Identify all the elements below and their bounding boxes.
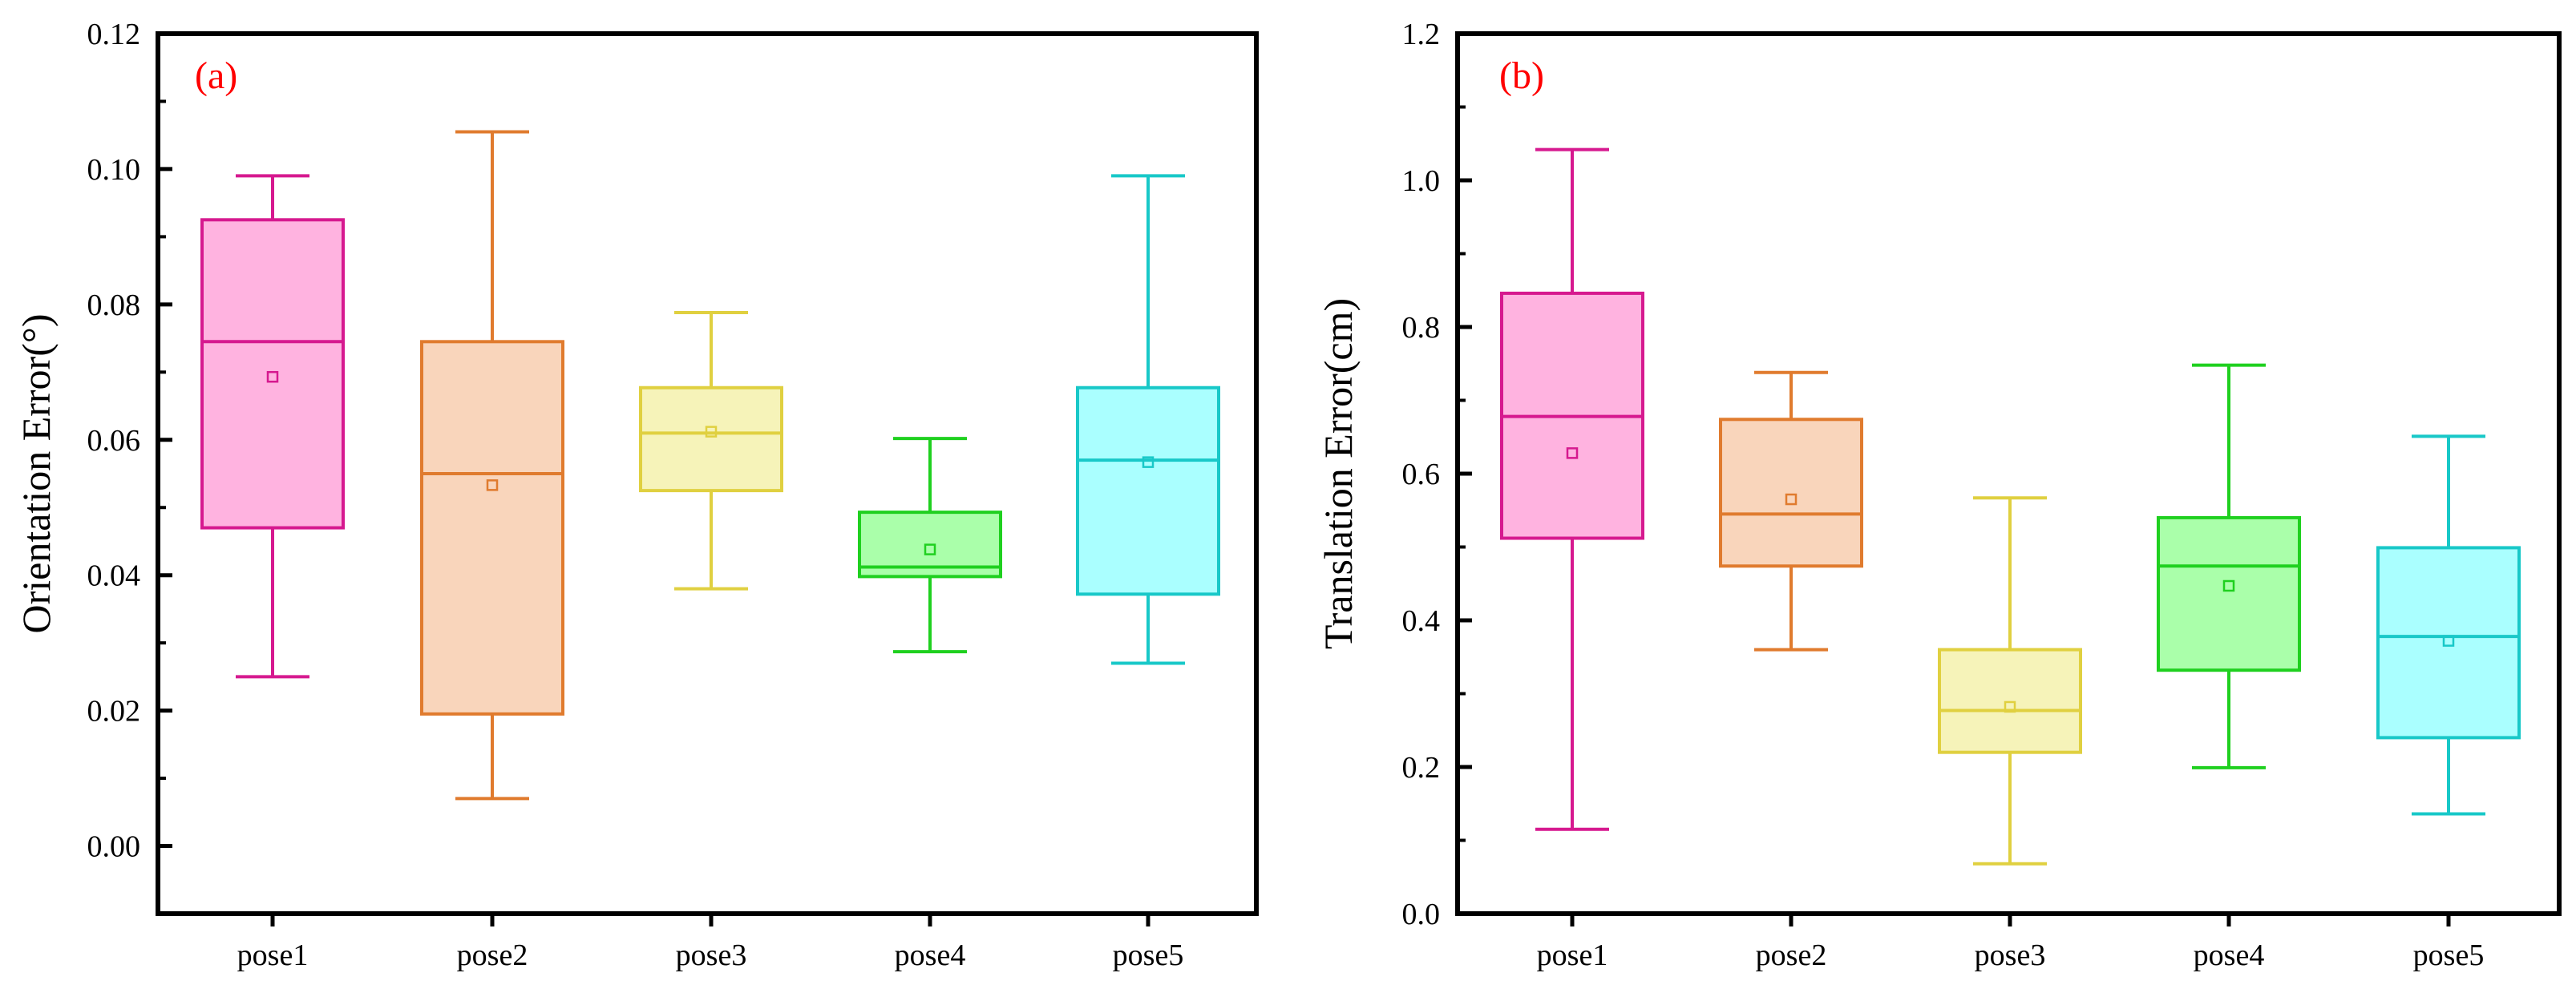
- box-pose5: [1076, 174, 1220, 665]
- mean-marker: [1785, 493, 1798, 506]
- y-tick-label: 0.02: [87, 695, 141, 729]
- x-tick-label: pose2: [1756, 939, 1827, 972]
- mean-marker: [2004, 700, 2016, 713]
- box-iqr: [2157, 515, 2301, 672]
- box-pose3: [639, 310, 783, 591]
- x-tick-label: pose5: [2413, 939, 2485, 972]
- box-pose4: [2157, 363, 2301, 769]
- box-pose1: [200, 174, 345, 679]
- box-iqr: [1719, 418, 1863, 568]
- chart-orientation-error: (a) Orientation Error(°) 0.000.020.040.0…: [14, 18, 1259, 972]
- boxes: [1500, 147, 2521, 866]
- x-tick-label: pose3: [676, 939, 747, 972]
- box-pose4: [858, 437, 1002, 654]
- y-axis-title: Orientation Error(°): [14, 314, 59, 634]
- x-tick-label: pose5: [1113, 939, 1184, 972]
- box-iqr: [639, 386, 783, 493]
- mean-marker: [1566, 447, 1579, 459]
- chart-translation-error: (b) Translation Error(cm) 0.00.20.40.60.…: [1316, 18, 2562, 972]
- mean-marker: [2222, 579, 2235, 592]
- mean-marker: [924, 543, 936, 555]
- plot-frame: [156, 31, 1259, 916]
- box-pose5: [2376, 434, 2521, 816]
- box-pose1: [1500, 147, 1644, 831]
- y-tick-label: 0.08: [87, 289, 141, 322]
- y-ticks: 0.00 0.02 0.04 0.06 0.08 0.10 0.12: [87, 18, 172, 915]
- boxes: [200, 130, 1220, 801]
- box-pose2: [420, 130, 564, 801]
- y-tick-label: 0.04: [87, 559, 141, 593]
- y-tick-label: 0.4: [1402, 604, 1441, 638]
- box-iqr: [200, 218, 345, 530]
- y-tick-label: 0.6: [1402, 458, 1441, 491]
- y-tick-label: 0.12: [87, 18, 141, 51]
- x-tick-label: pose2: [457, 939, 528, 972]
- x-tick-label: pose1: [1537, 939, 1608, 972]
- box-iqr: [1076, 386, 1220, 596]
- mean-marker: [266, 370, 279, 383]
- mean-marker: [705, 426, 718, 438]
- y-tick-label: 0.00: [87, 830, 141, 864]
- box-pose3: [1938, 496, 2082, 866]
- mean-marker: [486, 479, 499, 491]
- x-tick-label: pose3: [1975, 939, 2046, 972]
- panel-label: (a): [195, 54, 237, 97]
- y-axis-title: Translation Error(cm): [1316, 298, 1361, 649]
- box-iqr: [1938, 648, 2082, 754]
- y-tick-label: 1.2: [1402, 18, 1441, 51]
- box-pose2: [1719, 370, 1863, 652]
- mean-marker: [2442, 635, 2455, 647]
- y-tick-label: 0.0: [1402, 898, 1441, 931]
- x-tick-label: pose4: [2194, 939, 2265, 972]
- y-tick-label: 0.8: [1402, 311, 1441, 345]
- y-tick-label: 0.06: [87, 424, 141, 458]
- x-tick-labels: pose1 pose2 pose3 pose4 pose5: [237, 914, 1184, 972]
- x-tick-label: pose1: [237, 939, 309, 972]
- panel-label: (b): [1499, 54, 1544, 97]
- x-tick-label: pose4: [895, 939, 966, 972]
- y-tick-label: 1.0: [1402, 164, 1441, 198]
- y-ticks: 0.0 0.2 0.4 0.6 0.8 1.0 1.2: [1402, 18, 1472, 931]
- mean-marker: [1142, 456, 1155, 468]
- x-tick-labels: pose1 pose2 pose3 pose4 pose5: [1537, 914, 2485, 972]
- box-iqr: [420, 340, 564, 716]
- y-tick-label: 0.10: [87, 153, 141, 187]
- y-tick-label: 0.2: [1402, 751, 1441, 785]
- box-iqr: [2376, 546, 2521, 740]
